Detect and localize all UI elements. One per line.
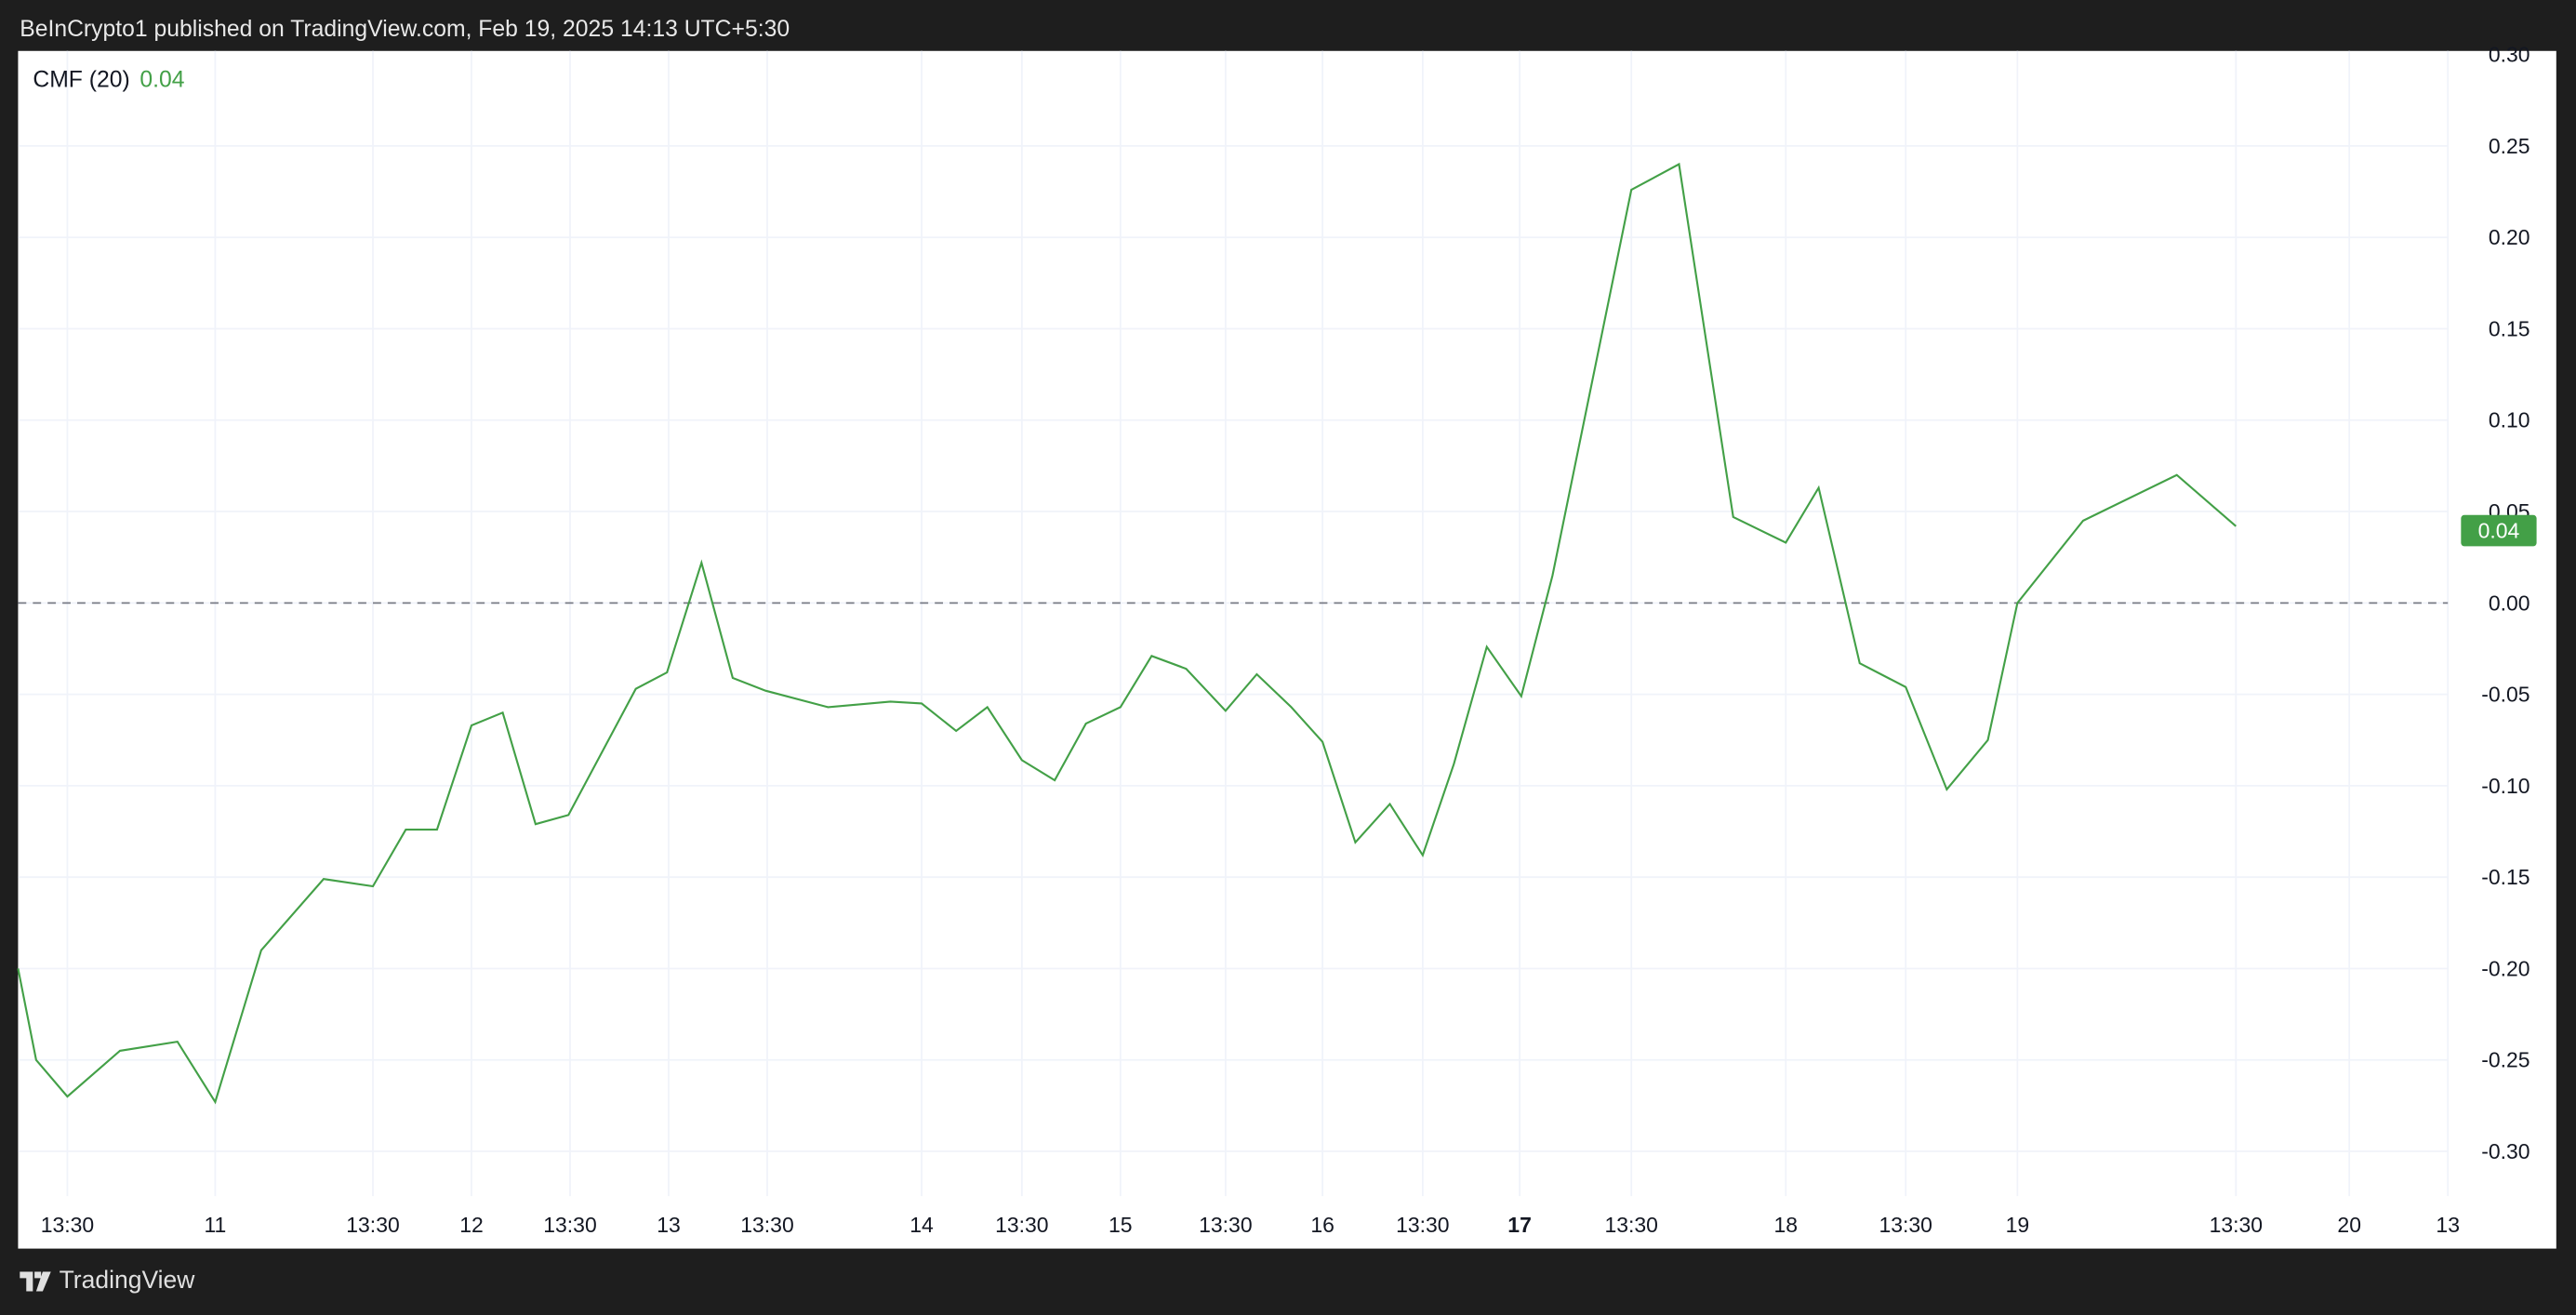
x-tick-label: 13:30: [1396, 1213, 1449, 1237]
x-tick-label: 11: [205, 1213, 227, 1237]
y-tick-label: 0.00: [2489, 591, 2530, 615]
x-tick-label: 13: [657, 1213, 681, 1237]
y-tick-label: 0.15: [2489, 316, 2530, 340]
x-tick-label: 13:30: [740, 1213, 793, 1237]
y-tick-label: -0.25: [2481, 1048, 2530, 1072]
tradingview-logo[interactable]: TradingView: [20, 1267, 194, 1295]
y-tick-label: -0.30: [2481, 1139, 2530, 1163]
cmf-line: [17, 162, 2237, 1105]
y-tick-label: -0.20: [2481, 956, 2530, 980]
x-tick-label: 14: [910, 1213, 934, 1237]
indicator-legend[interactable]: CMF (20) 0.04: [33, 66, 184, 92]
x-tick-label: 13:30: [1199, 1213, 1252, 1237]
chart-pane[interactable]: [18, 50, 2556, 1249]
y-tick-label: 0.20: [2489, 225, 2530, 249]
tradingview-brand: TradingView: [59, 1267, 195, 1295]
y-tick-label: 0.25: [2489, 134, 2530, 158]
x-tick-label: 13:30: [41, 1213, 94, 1237]
x-tick-label: 13:30: [1879, 1213, 1932, 1237]
y-tick-label: 0.10: [2489, 408, 2530, 432]
publish-attribution: BeInCrypto1 published on TradingView.com…: [20, 14, 790, 42]
indicator-name: CMF (20): [33, 65, 130, 92]
x-tick-label: 13:30: [346, 1213, 399, 1237]
tradingview-logo-icon: [20, 1270, 51, 1291]
y-tick-label: -0.15: [2481, 865, 2530, 889]
y-tick-label: -0.05: [2481, 683, 2530, 707]
y-tick-label: 0.30: [2489, 43, 2530, 67]
x-tick-label: 17: [1507, 1213, 1532, 1237]
x-tick-label: 13:30: [1604, 1213, 1657, 1237]
x-tick-label: 19: [2006, 1213, 2030, 1237]
y-tick-label: -0.10: [2481, 774, 2530, 798]
x-tick-label: 13:30: [543, 1213, 596, 1237]
x-tick-label: 15: [1109, 1213, 1133, 1237]
x-tick-label: 16: [1310, 1213, 1334, 1237]
indicator-value: 0.04: [139, 65, 185, 92]
last-value-label: 0.04: [2478, 519, 2520, 543]
x-tick-label: 18: [1774, 1213, 1799, 1237]
last-value-badge: [2461, 514, 2537, 547]
x-tick-label: 13:30: [2210, 1213, 2263, 1237]
x-tick-label: 12: [459, 1213, 484, 1237]
x-tick-label: 20: [2337, 1213, 2361, 1237]
x-tick-label: 13:30: [995, 1213, 1048, 1237]
x-tick-label: 13: [2436, 1213, 2460, 1237]
